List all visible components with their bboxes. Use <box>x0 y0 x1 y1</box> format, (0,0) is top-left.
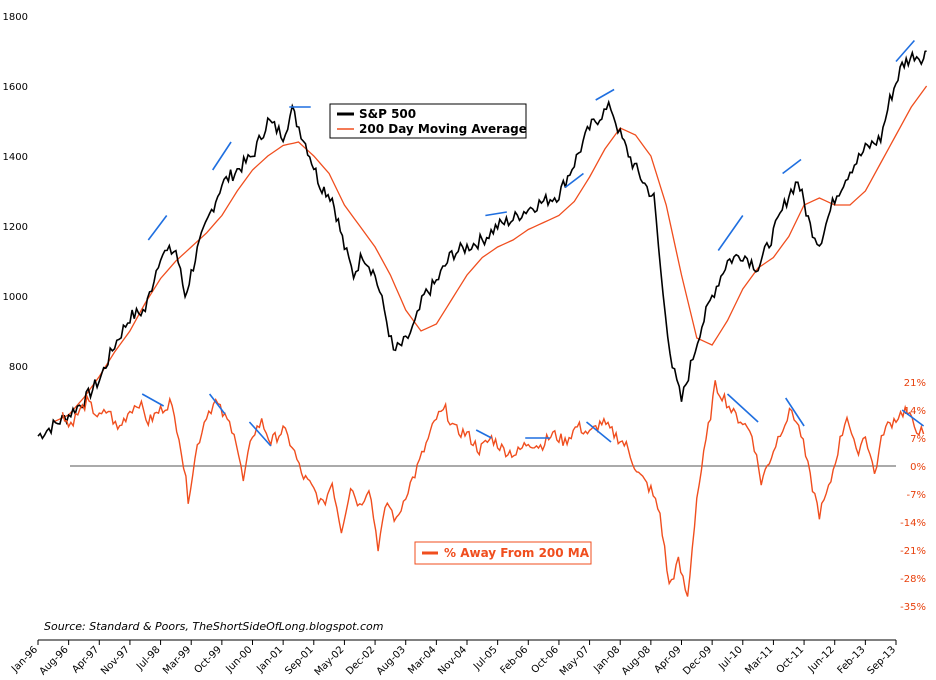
x-tick-label-14: Nov-04 <box>436 644 469 677</box>
x-tick-label-8: Jan-01 <box>254 644 285 675</box>
right-axis: 21% 14% 7% 0% -7% -14% -21% -28% -35% <box>900 378 926 613</box>
legend-top: S&P 500 200 Day Moving Average <box>329 103 527 139</box>
x-tick-label-9: Sep-01 <box>283 644 316 677</box>
trend-line-top-7 <box>782 158 802 175</box>
source-caption: Source: Standard & Poors, TheShortSideOf… <box>44 620 383 633</box>
trend-line-top-4 <box>564 172 584 189</box>
right-tick-label-8: -35% <box>900 602 926 613</box>
trend-line-top-3 <box>485 211 507 217</box>
x-tick-label-27: Feb-13 <box>836 644 868 676</box>
left-tick-label-5: 1800 <box>3 12 28 23</box>
x-tick-label-26: Jun-12 <box>806 644 837 675</box>
x-tick-label-11: Dec-02 <box>344 644 377 677</box>
series-layer <box>37 49 928 597</box>
left-tick-label-2: 1200 <box>3 222 28 233</box>
x-tick-label-13: Mar-04 <box>406 644 438 676</box>
x-tick-label-12: Aug-03 <box>375 644 408 677</box>
x-tick-label-6: Oct-99 <box>192 644 224 676</box>
trend-line-top-1 <box>211 141 232 171</box>
x-tick-label-23: Jul-10 <box>716 644 745 673</box>
left-axis: 800 1000 1200 1400 1600 1800 <box>3 12 28 373</box>
trend-line-top-0 <box>147 215 168 241</box>
trend-line-bottom-7 <box>785 397 805 427</box>
right-tick-label-3: 0% <box>910 462 926 473</box>
trend-line-bottom-0 <box>141 393 165 407</box>
x-tick-label-22: Dec-09 <box>681 644 714 677</box>
trend-line-bottom-2 <box>248 421 272 447</box>
legend-label-ma200: 200 Day Moving Average <box>359 122 527 136</box>
x-tick-label-20: Aug-08 <box>620 644 653 677</box>
trend-line-top-6 <box>717 215 744 251</box>
trend-lines <box>141 39 925 447</box>
x-tick-label-17: Oct-06 <box>529 644 561 676</box>
x-tick-label-19: Jan-08 <box>591 644 622 675</box>
x-tick-label-16: Feb-06 <box>499 644 531 676</box>
x-tick-label-10: May-02 <box>313 644 347 678</box>
left-tick-label-1: 1000 <box>3 292 28 303</box>
x-tick-label-25: Oct-11 <box>775 644 807 676</box>
right-tick-label-0: 21% <box>904 378 926 389</box>
legend-label-sp500: S&P 500 <box>359 107 416 121</box>
legend-label-pct: % Away From 200 MA <box>444 546 590 560</box>
left-tick-label-0: 800 <box>9 362 28 373</box>
x-tick-label-28: Sep-13 <box>865 644 898 677</box>
x-tick-label-3: Nov-97 <box>99 644 132 677</box>
legend-bottom-box <box>414 541 592 565</box>
x-tick-label-0: Jan-96 <box>9 644 40 675</box>
x-tick-label-4: Jul-98 <box>134 644 163 673</box>
right-tick-label-1: 14% <box>904 406 926 417</box>
trend-line-bottom-5 <box>586 421 612 443</box>
right-tick-label-6: -21% <box>900 546 926 557</box>
left-tick-label-3: 1400 <box>3 152 28 163</box>
trend-line-bottom-3 <box>475 429 492 439</box>
x-tick-label-2: Apr-97 <box>70 644 101 675</box>
x-tick-label-5: Mar-99 <box>161 644 193 676</box>
trend-line-bottom-1 <box>208 393 226 415</box>
x-tick-label-7: Jun-00 <box>224 644 255 675</box>
legend-top-box <box>329 103 527 139</box>
right-tick-label-4: -7% <box>907 490 926 501</box>
sp500-line <box>37 49 927 441</box>
left-tick-label-4: 1600 <box>3 82 28 93</box>
right-tick-label-2: 7% <box>910 434 926 445</box>
x-tick-label-21: Apr-09 <box>653 644 684 675</box>
trend-line-bottom-6 <box>726 393 759 423</box>
trend-line-bottom-8 <box>901 409 925 427</box>
trend-line-top-8 <box>895 39 915 63</box>
x-tick-label-15: Jul-05 <box>471 644 500 673</box>
pct-away-line <box>61 380 925 597</box>
legend-bottom: % Away From 200 MA <box>414 541 592 565</box>
x-tick-label-1: Aug-96 <box>38 644 71 677</box>
trend-line-top-5 <box>595 88 615 101</box>
x-tick-label-18: May-07 <box>558 644 592 678</box>
x-tick-label-24: Mar-11 <box>743 644 775 676</box>
right-tick-label-5: -14% <box>900 518 926 529</box>
right-tick-label-7: -28% <box>900 574 926 585</box>
